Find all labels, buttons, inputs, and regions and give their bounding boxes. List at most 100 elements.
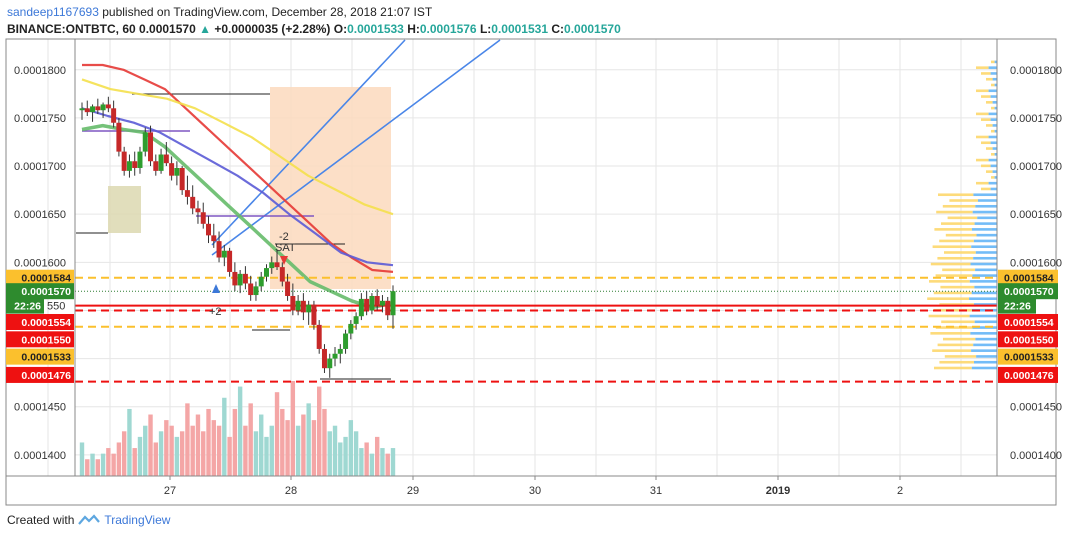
profile-bar bbox=[969, 280, 997, 283]
profile-bar bbox=[992, 124, 997, 127]
last-price: 0.0001570 bbox=[139, 22, 196, 36]
profile-bar bbox=[990, 72, 997, 75]
volume-bar bbox=[206, 408, 211, 476]
profile-bar bbox=[941, 222, 975, 225]
price-badge-label-right: 0.0001584 bbox=[1004, 273, 1054, 285]
volume-bar bbox=[301, 414, 306, 476]
brand-link[interactable]: TradingView bbox=[104, 513, 171, 527]
y-tick-label-right: 0.0001600 bbox=[1010, 257, 1062, 269]
price-badges: 0.00015840.000157022:260.00015540.000155… bbox=[6, 269, 1058, 383]
candle-body bbox=[126, 161, 132, 171]
profile-bar bbox=[994, 153, 997, 156]
y-tick-label-left: 0.0001650 bbox=[14, 209, 66, 221]
price-change: +0.0000035 (+2.28%) bbox=[214, 22, 331, 36]
profile-bar bbox=[975, 268, 997, 272]
volume-bar bbox=[100, 453, 106, 476]
volume-bar bbox=[127, 408, 132, 476]
candle-body bbox=[358, 298, 364, 317]
candle-body bbox=[316, 324, 322, 349]
volume-bar bbox=[153, 442, 158, 476]
candle-body bbox=[174, 167, 180, 176]
volume-bar bbox=[343, 436, 348, 476]
chart-grid bbox=[47, 39, 997, 476]
price-badge-label-left: 0.0001584 bbox=[21, 273, 71, 285]
y-tick-label-left: 0.0001600 bbox=[14, 257, 66, 269]
price-badge-left bbox=[6, 366, 74, 383]
candle-body bbox=[137, 151, 143, 168]
profile-bar bbox=[992, 147, 997, 150]
price-badge-right bbox=[998, 283, 1058, 300]
profile-bar bbox=[988, 66, 997, 69]
profile-bar bbox=[971, 291, 997, 295]
profile-bar bbox=[973, 343, 997, 347]
volume-bar bbox=[116, 442, 122, 476]
volume-bar bbox=[332, 425, 338, 476]
volume-bar bbox=[280, 408, 285, 476]
profile-bar bbox=[969, 314, 997, 318]
close-value: 0.0001570 bbox=[564, 22, 621, 36]
profile-bar bbox=[975, 337, 997, 341]
candle-body bbox=[364, 298, 370, 311]
volume-bar bbox=[121, 431, 127, 476]
profile-bar bbox=[930, 262, 971, 266]
profile-bar bbox=[934, 366, 972, 370]
profile-bar bbox=[986, 147, 993, 150]
y-tick-label-right: 0.0001700 bbox=[1010, 161, 1062, 173]
volume-bar bbox=[95, 459, 101, 476]
price-badge-label-left: 0.0001533 bbox=[21, 352, 71, 364]
volume-bar bbox=[380, 448, 385, 476]
profile-bar bbox=[972, 210, 997, 214]
profile-bar bbox=[981, 141, 991, 145]
profile-bar bbox=[986, 170, 993, 173]
y-tick-label-left: 0.0001800 bbox=[14, 65, 66, 77]
profile-bar bbox=[976, 135, 989, 139]
volume-bar bbox=[90, 453, 95, 476]
price-badge-label-right: 0.0001476 bbox=[1004, 370, 1054, 382]
symbol-label: BINANCE:ONTBTC, 60 bbox=[7, 22, 136, 36]
volume-bar bbox=[348, 420, 354, 476]
annotation-minus-2: -2 bbox=[279, 231, 289, 243]
profile-bar bbox=[981, 118, 991, 121]
entry-zone-rect bbox=[108, 186, 141, 233]
profile-bar bbox=[986, 77, 993, 81]
candle-body bbox=[290, 296, 296, 311]
candle-body bbox=[200, 212, 206, 224]
candle-body bbox=[90, 106, 96, 113]
profile-bar bbox=[972, 274, 997, 277]
volume-bar bbox=[79, 442, 85, 476]
sell-arrow-icon bbox=[280, 256, 288, 265]
publish-info: sandeep1167693 published on TradingView.… bbox=[7, 5, 432, 19]
price-badge-label-right: 22:26 bbox=[1004, 301, 1031, 313]
y-tick-label-left: 0.0001400 bbox=[14, 450, 66, 462]
profile-bar bbox=[971, 366, 997, 370]
profile-bar bbox=[942, 268, 976, 272]
profile-bar bbox=[971, 228, 997, 231]
price-badge-label-left: 0.0001476 bbox=[21, 370, 71, 382]
candle-body bbox=[84, 108, 90, 113]
volume-bar bbox=[85, 459, 90, 476]
published-text: published on TradingView.com, December 2… bbox=[102, 5, 433, 19]
candle-body bbox=[253, 286, 259, 296]
candle-body bbox=[374, 296, 380, 306]
y-tick-label-left: 0.0001450 bbox=[14, 402, 66, 414]
profile-bar bbox=[928, 314, 970, 318]
profile-bar bbox=[930, 332, 971, 335]
candle-body bbox=[306, 304, 312, 313]
profile-bar bbox=[991, 106, 995, 110]
candle-body bbox=[232, 271, 238, 286]
price-badge-right bbox=[998, 297, 1036, 314]
candle-body bbox=[295, 300, 301, 311]
candle-body bbox=[111, 108, 117, 123]
x-tick-label: 31 bbox=[650, 485, 662, 497]
profile-bar bbox=[942, 204, 976, 208]
author-username[interactable]: sandeep1167693 bbox=[7, 5, 99, 19]
volume-bar bbox=[216, 425, 222, 476]
price-axis: 0.0001800 0.0001800 0.0001750 0.0001750 0.00… bbox=[14, 65, 1062, 462]
profile-bar bbox=[944, 251, 976, 254]
profile-bar bbox=[973, 360, 997, 364]
annotation-plus-2: +2 bbox=[209, 306, 222, 318]
profile-bar bbox=[991, 129, 995, 133]
volume-bar bbox=[353, 431, 359, 476]
